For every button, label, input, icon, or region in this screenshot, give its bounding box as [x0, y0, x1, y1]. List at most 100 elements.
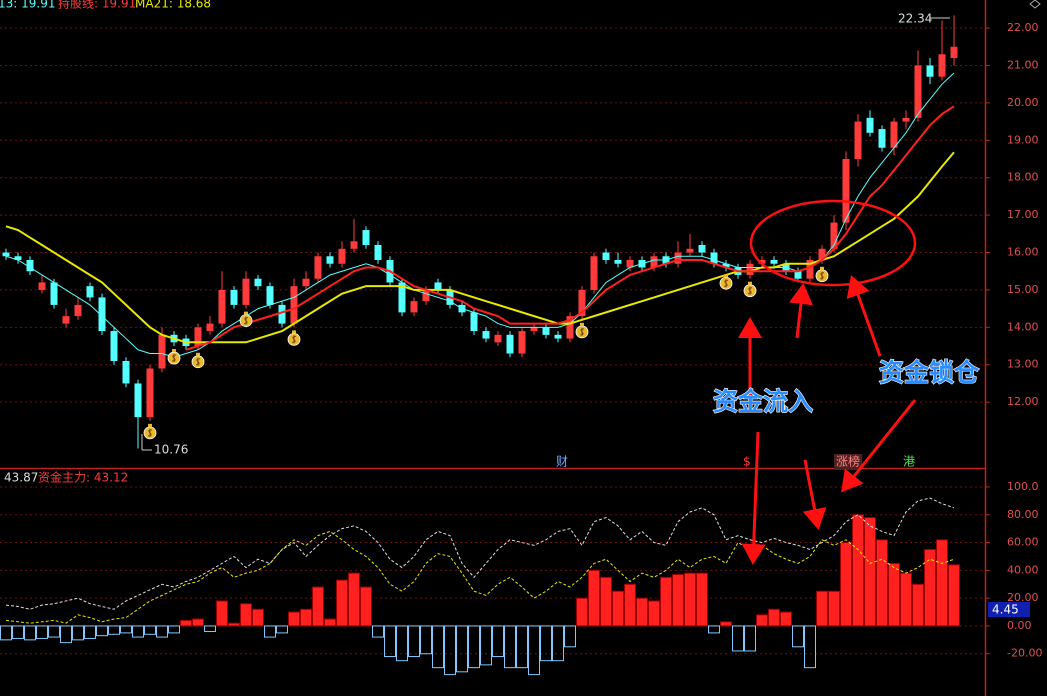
candle-body: [542, 327, 550, 335]
candle-body: [62, 316, 70, 324]
arrow: [802, 459, 827, 530]
candle-body: [434, 282, 442, 290]
y-tick-label: 100.0: [1007, 480, 1039, 493]
candle-body: [554, 334, 562, 339]
candle-body: [14, 256, 22, 260]
signal-knot: [820, 266, 824, 270]
bar: [192, 618, 204, 627]
bar: [636, 597, 648, 627]
bar: [48, 625, 60, 638]
bar: [264, 625, 276, 638]
y-tick-label: 0.00: [1007, 619, 1032, 632]
bar: [552, 625, 564, 662]
bar: [624, 583, 636, 627]
settings-icon[interactable]: [1029, 0, 1041, 9]
event-tag: 涨榜: [836, 454, 860, 469]
y-tick-label: 80.00: [1007, 508, 1039, 521]
signal-knot: [292, 330, 296, 334]
candle-body: [770, 260, 778, 264]
signal-icon: [143, 423, 157, 440]
candle-body: [674, 252, 682, 264]
high-label: 22.34: [898, 12, 932, 26]
candle-body: [578, 289, 586, 317]
candle-body: [530, 327, 538, 332]
bar: [528, 625, 540, 676]
candle-body: [938, 54, 946, 77]
bar: [708, 625, 720, 634]
y-tick-label: 20.00: [1007, 591, 1039, 604]
y-tick-label: 22.00: [1007, 21, 1039, 34]
bar: [888, 562, 900, 627]
candle-body: [86, 286, 94, 298]
candle-body: [410, 301, 418, 313]
y-tick-label: 15.00: [1007, 283, 1039, 296]
candle-body: [710, 252, 718, 264]
candle-body: [362, 230, 370, 246]
signal-icon: [815, 266, 829, 283]
bar: [240, 603, 252, 627]
bar: [216, 600, 228, 627]
candle-body: [278, 304, 286, 324]
candle-body: [602, 252, 610, 260]
candle-body: [950, 46, 958, 58]
bar: [396, 625, 408, 662]
y-tick-label: 13.00: [1007, 358, 1039, 371]
bar: [660, 576, 672, 627]
candle-body: [626, 260, 634, 268]
candle-body: [398, 282, 406, 313]
signal-knot: [196, 352, 200, 356]
bar: [324, 618, 336, 627]
line: [5, 530, 955, 624]
y-tick-label: 12.00: [1007, 395, 1039, 408]
event-tag-bg: [834, 454, 862, 470]
marks-layer: [0, 15, 960, 676]
signal-icon: [239, 311, 253, 328]
candle-body: [806, 260, 814, 279]
signal-glyph: [579, 327, 585, 336]
candle-body: [866, 117, 874, 133]
bar: [576, 597, 588, 627]
candle-body: [230, 289, 238, 305]
y-tick-label: 17.00: [1007, 208, 1039, 221]
event-tag: 财: [556, 455, 568, 469]
grid-layer: 12.00 13.00 14.00 15.00 16.00 17.00 18.00 19.00…: [0, 21, 1042, 660]
candle-body: [350, 241, 358, 249]
line: [185, 105, 955, 351]
signal-icon: [719, 274, 733, 290]
candle-body: [758, 260, 766, 264]
event-tag: 港: [903, 455, 915, 469]
y-tick-label: 14.00: [1007, 320, 1039, 333]
signal-glyph: [747, 286, 753, 295]
bar: [588, 569, 600, 627]
signal-glyph: [723, 279, 729, 288]
signal-icon: [287, 330, 301, 346]
bar: [312, 586, 324, 627]
bar: [156, 625, 168, 638]
bar: [24, 625, 36, 641]
signal-glyph: [291, 335, 297, 344]
signal-glyph: [195, 357, 201, 366]
bar: [684, 572, 696, 627]
bar: [252, 608, 264, 627]
y-tick-label: 16.00: [1007, 246, 1039, 259]
candle-body: [218, 289, 226, 324]
current-value: 4.45: [992, 603, 1019, 617]
candle-body: [506, 334, 514, 354]
arrow: [741, 431, 766, 565]
bar: [84, 625, 96, 639]
y-tick-label: 18.00: [1007, 171, 1039, 184]
y-tick-label: 40.00: [1007, 563, 1039, 576]
signal-knot: [724, 274, 728, 278]
line: [5, 151, 955, 344]
candle-body: [914, 65, 922, 118]
legend-entry: MA21: 18.68: [135, 0, 211, 11]
bar: [300, 608, 312, 627]
bar: [720, 621, 732, 627]
bar: [276, 625, 288, 634]
bar: [348, 572, 360, 627]
bar: [648, 600, 660, 627]
candle-body: [290, 286, 298, 324]
bar: [12, 625, 24, 639]
